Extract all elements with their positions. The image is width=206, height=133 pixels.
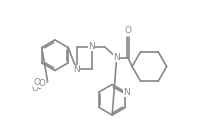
Text: O: O — [32, 84, 39, 93]
Text: N: N — [123, 88, 129, 97]
Text: N: N — [88, 42, 95, 51]
Text: N: N — [73, 65, 80, 74]
Text: O: O — [39, 79, 46, 88]
Text: N: N — [113, 53, 120, 62]
Text: O: O — [33, 78, 40, 87]
Text: O: O — [124, 26, 131, 35]
